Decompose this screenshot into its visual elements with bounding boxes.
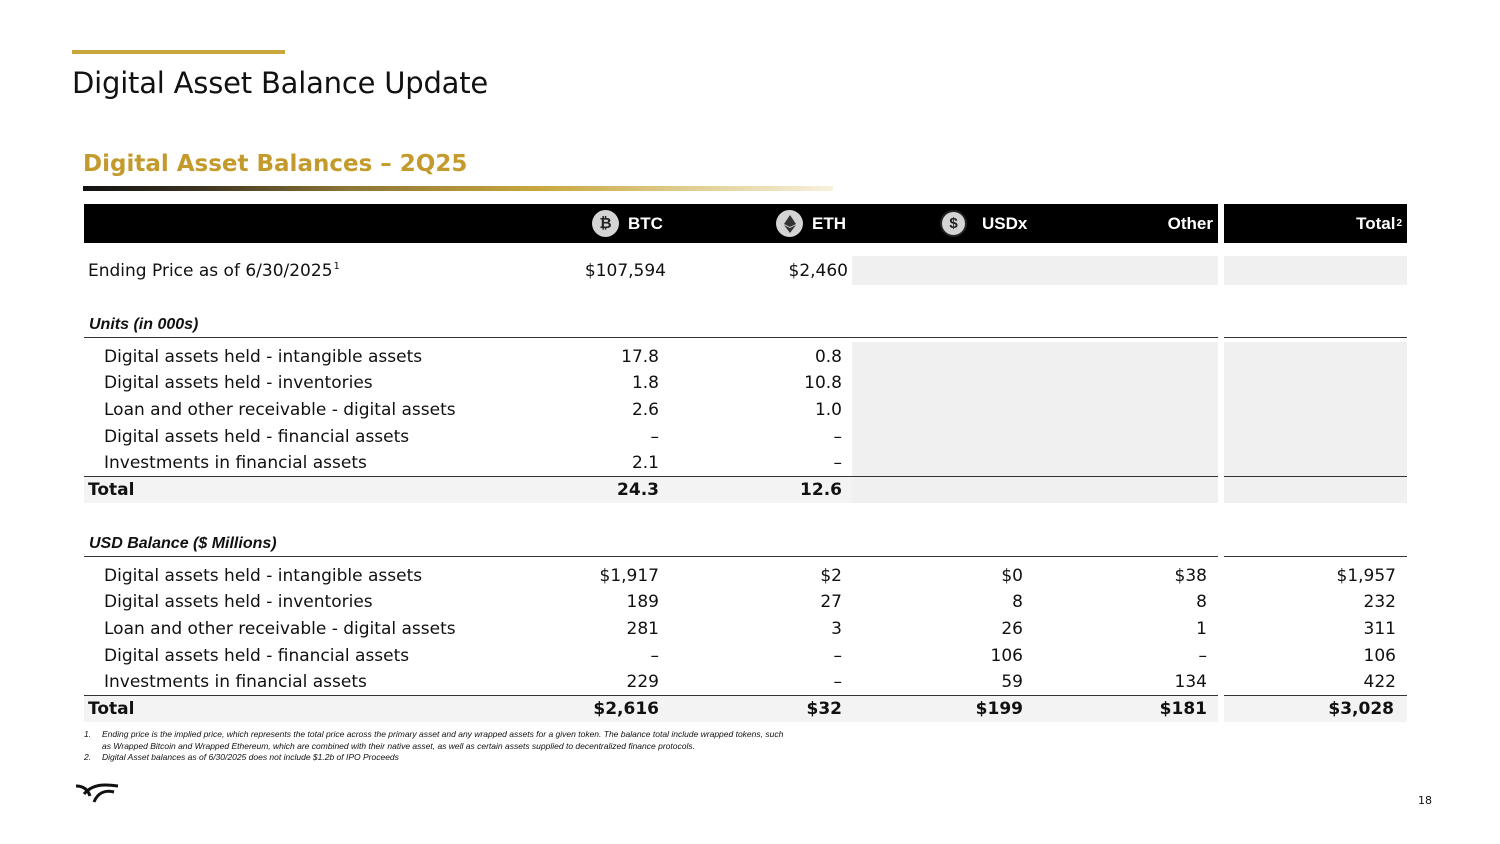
dollar-coin-icon: $ (940, 210, 967, 237)
usd-row-label: Digital assets held - financial assets (104, 646, 410, 666)
units-row-eth: – (833, 427, 843, 447)
section-rule (83, 186, 833, 191)
units-total-rule (84, 476, 1218, 477)
units-total-shade (84, 477, 852, 503)
usd-total-label: Total (88, 699, 135, 719)
usd-row-eth: $2 (820, 566, 842, 586)
units-rule-total (1224, 337, 1407, 338)
usd-total-shade-total (1224, 696, 1407, 722)
usd-row-usdx: $0 (1001, 566, 1023, 586)
usd-heading: USD Balance ($ Millions) (89, 535, 277, 552)
units-row-btc: 2.1 (631, 453, 659, 473)
units-row-btc: 1.8 (631, 373, 659, 393)
units-row-label: Investments in financial assets (104, 453, 367, 473)
price-btc: $107,594 (584, 261, 666, 281)
usd-row-usdx: 26 (1001, 619, 1023, 639)
usd-row-total: 106 (1363, 646, 1396, 666)
usd-row-label: Digital assets held - inventories (104, 592, 373, 612)
col-head-other: Other (1167, 213, 1213, 233)
units-row-btc: 17.8 (621, 347, 659, 367)
units-row-label: Digital assets held - financial assets (104, 427, 410, 447)
usd-row-other: $38 (1174, 566, 1207, 586)
title-accent-bar (72, 50, 285, 54)
usd-rule (84, 556, 1218, 557)
usd-row-other: – (1198, 646, 1208, 666)
col-head-eth: ETH (776, 204, 846, 243)
price-row-label: Ending Price as of 6/30/20251 (88, 261, 340, 281)
usd-row-btc: 229 (626, 672, 659, 692)
usd-total-rule (84, 695, 1218, 696)
usd-total-usdx: $199 (975, 699, 1023, 719)
usd-total-eth: $32 (806, 699, 843, 719)
usd-row-total: 311 (1363, 619, 1396, 639)
usd-row-eth: 3 (831, 619, 842, 639)
units-total-rule-total (1224, 476, 1407, 477)
usd-row-usdx: 8 (1012, 592, 1023, 612)
units-rule (84, 337, 1218, 338)
usd-row-label: Loan and other receivable - digital asse… (104, 619, 456, 639)
units-total-btc: 24.3 (617, 480, 659, 500)
units-row-eth: 10.8 (804, 373, 842, 393)
usd-total-total: $3,028 (1328, 699, 1394, 719)
units-row-label: Digital assets held - intangible assets (104, 347, 423, 367)
usd-row-btc: 189 (626, 592, 659, 612)
usd-row-btc: $1,917 (599, 566, 659, 586)
usd-row-btc: – (650, 646, 660, 666)
usd-row-total: $1,957 (1336, 566, 1396, 586)
usd-total-rule-total (1224, 695, 1407, 696)
usd-row-total: 232 (1363, 592, 1396, 612)
usd-total-other: $181 (1159, 699, 1207, 719)
usd-row-label: Investments in financial assets (104, 672, 367, 692)
section-title: Digital Asset Balances – 2Q25 (83, 151, 468, 177)
footnotes: 1. Ending price is the implied price, whi… (84, 729, 783, 764)
price-eth: $2,460 (788, 261, 848, 281)
usd-rule-total (1224, 556, 1407, 557)
units-total-eth: 12.6 (800, 480, 842, 500)
bitcoin-icon: ₿ (592, 210, 619, 237)
price-shade-total (1224, 256, 1407, 285)
units-total-label: Total (88, 480, 135, 500)
usd-row-eth: – (833, 672, 843, 692)
col-head-usdx: $ USDx (940, 204, 1027, 243)
footnote-line: 2. Digital Asset balances as of 6/30/2025… (84, 752, 399, 762)
table-header-bar (84, 204, 1218, 243)
page-number: 18 (1418, 794, 1432, 807)
units-row-label: Loan and other receivable - digital asse… (104, 400, 456, 420)
ethereum-icon (776, 210, 803, 237)
table-header-total-bar (1224, 204, 1407, 243)
col-head-total: Total 2 (1356, 213, 1402, 233)
usd-row-usdx: 59 (1001, 672, 1023, 692)
usd-total-btc: $2,616 (593, 699, 659, 719)
units-row-eth: 1.0 (814, 400, 842, 420)
usd-total-shade (84, 696, 1218, 722)
page-title: Digital Asset Balance Update (72, 66, 489, 100)
usd-row-other: 1 (1196, 619, 1207, 639)
units-shade-usdx-other (852, 342, 1218, 503)
units-heading: Units (in 000s) (89, 316, 199, 333)
usd-row-btc: 281 (626, 619, 659, 639)
company-logo-icon (74, 782, 120, 810)
usd-row-usdx: 106 (990, 646, 1023, 666)
units-row-eth: 0.8 (814, 347, 842, 367)
units-shade-total (1224, 342, 1407, 503)
footnote-line: as Wrapped Bitcoin and Wrapped Ethereum,… (102, 740, 695, 751)
usd-row-eth: – (833, 646, 843, 666)
units-row-btc: – (650, 427, 660, 447)
units-row-eth: – (833, 453, 843, 473)
usd-row-total: 422 (1363, 672, 1396, 692)
usd-row-label: Digital assets held - intangible assets (104, 566, 423, 586)
usd-row-eth: 27 (820, 592, 842, 612)
price-shade-usdx-other (852, 256, 1218, 285)
footnote-line: 1. Ending price is the implied price, whi… (84, 729, 784, 739)
col-head-btc: ₿ BTC (592, 204, 663, 243)
units-row-label: Digital assets held - inventories (104, 373, 373, 393)
usd-row-other: 134 (1174, 672, 1207, 692)
units-row-btc: 2.6 (631, 400, 659, 420)
usd-row-other: 8 (1196, 592, 1207, 612)
